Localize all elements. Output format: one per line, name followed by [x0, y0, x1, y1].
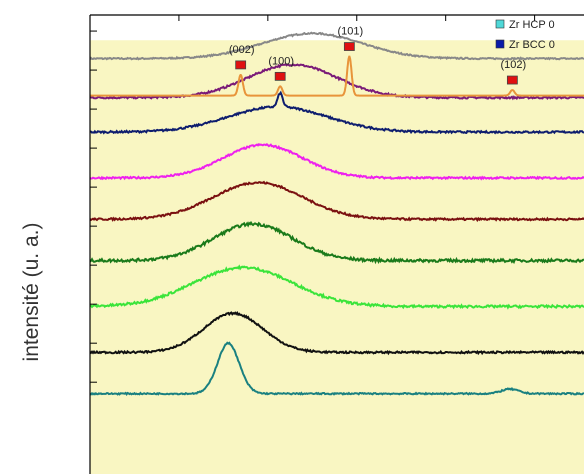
peak-marker — [506, 75, 518, 85]
axes-layer — [89, 14, 584, 474]
y-axis-label: intensité (u. a.) — [20, 222, 43, 362]
reference-hcp-pattern — [90, 55, 584, 97]
peak-marker — [235, 60, 247, 70]
peak-label: (101) — [338, 26, 364, 38]
series-line-9 — [90, 341, 584, 396]
legend-label: Zr BCC 0 — [509, 39, 555, 51]
legend-label: Zr HCP 0 — [509, 19, 555, 31]
series-line-6 — [90, 220, 584, 265]
peak-marker — [343, 42, 355, 51]
peak-label: (002) — [229, 44, 255, 56]
series-line-3 — [90, 90, 584, 135]
peak-label: (100) — [268, 55, 294, 67]
series-line-5 — [90, 180, 584, 223]
reference-pattern-layer: (002) (100) (101) (102) — [90, 26, 584, 97]
series-line-8 — [90, 311, 584, 356]
legend-swatch — [495, 19, 505, 29]
series-line-1 — [90, 31, 584, 61]
peak-label: (102) — [501, 59, 527, 71]
peak-marker — [274, 71, 286, 81]
legend-swatch — [495, 39, 505, 49]
legend: Zr HCP 0 Zr BCC 0 — [495, 19, 555, 51]
series-layer — [90, 31, 584, 396]
series-line-4 — [90, 142, 584, 181]
series-line-7 — [90, 264, 584, 310]
